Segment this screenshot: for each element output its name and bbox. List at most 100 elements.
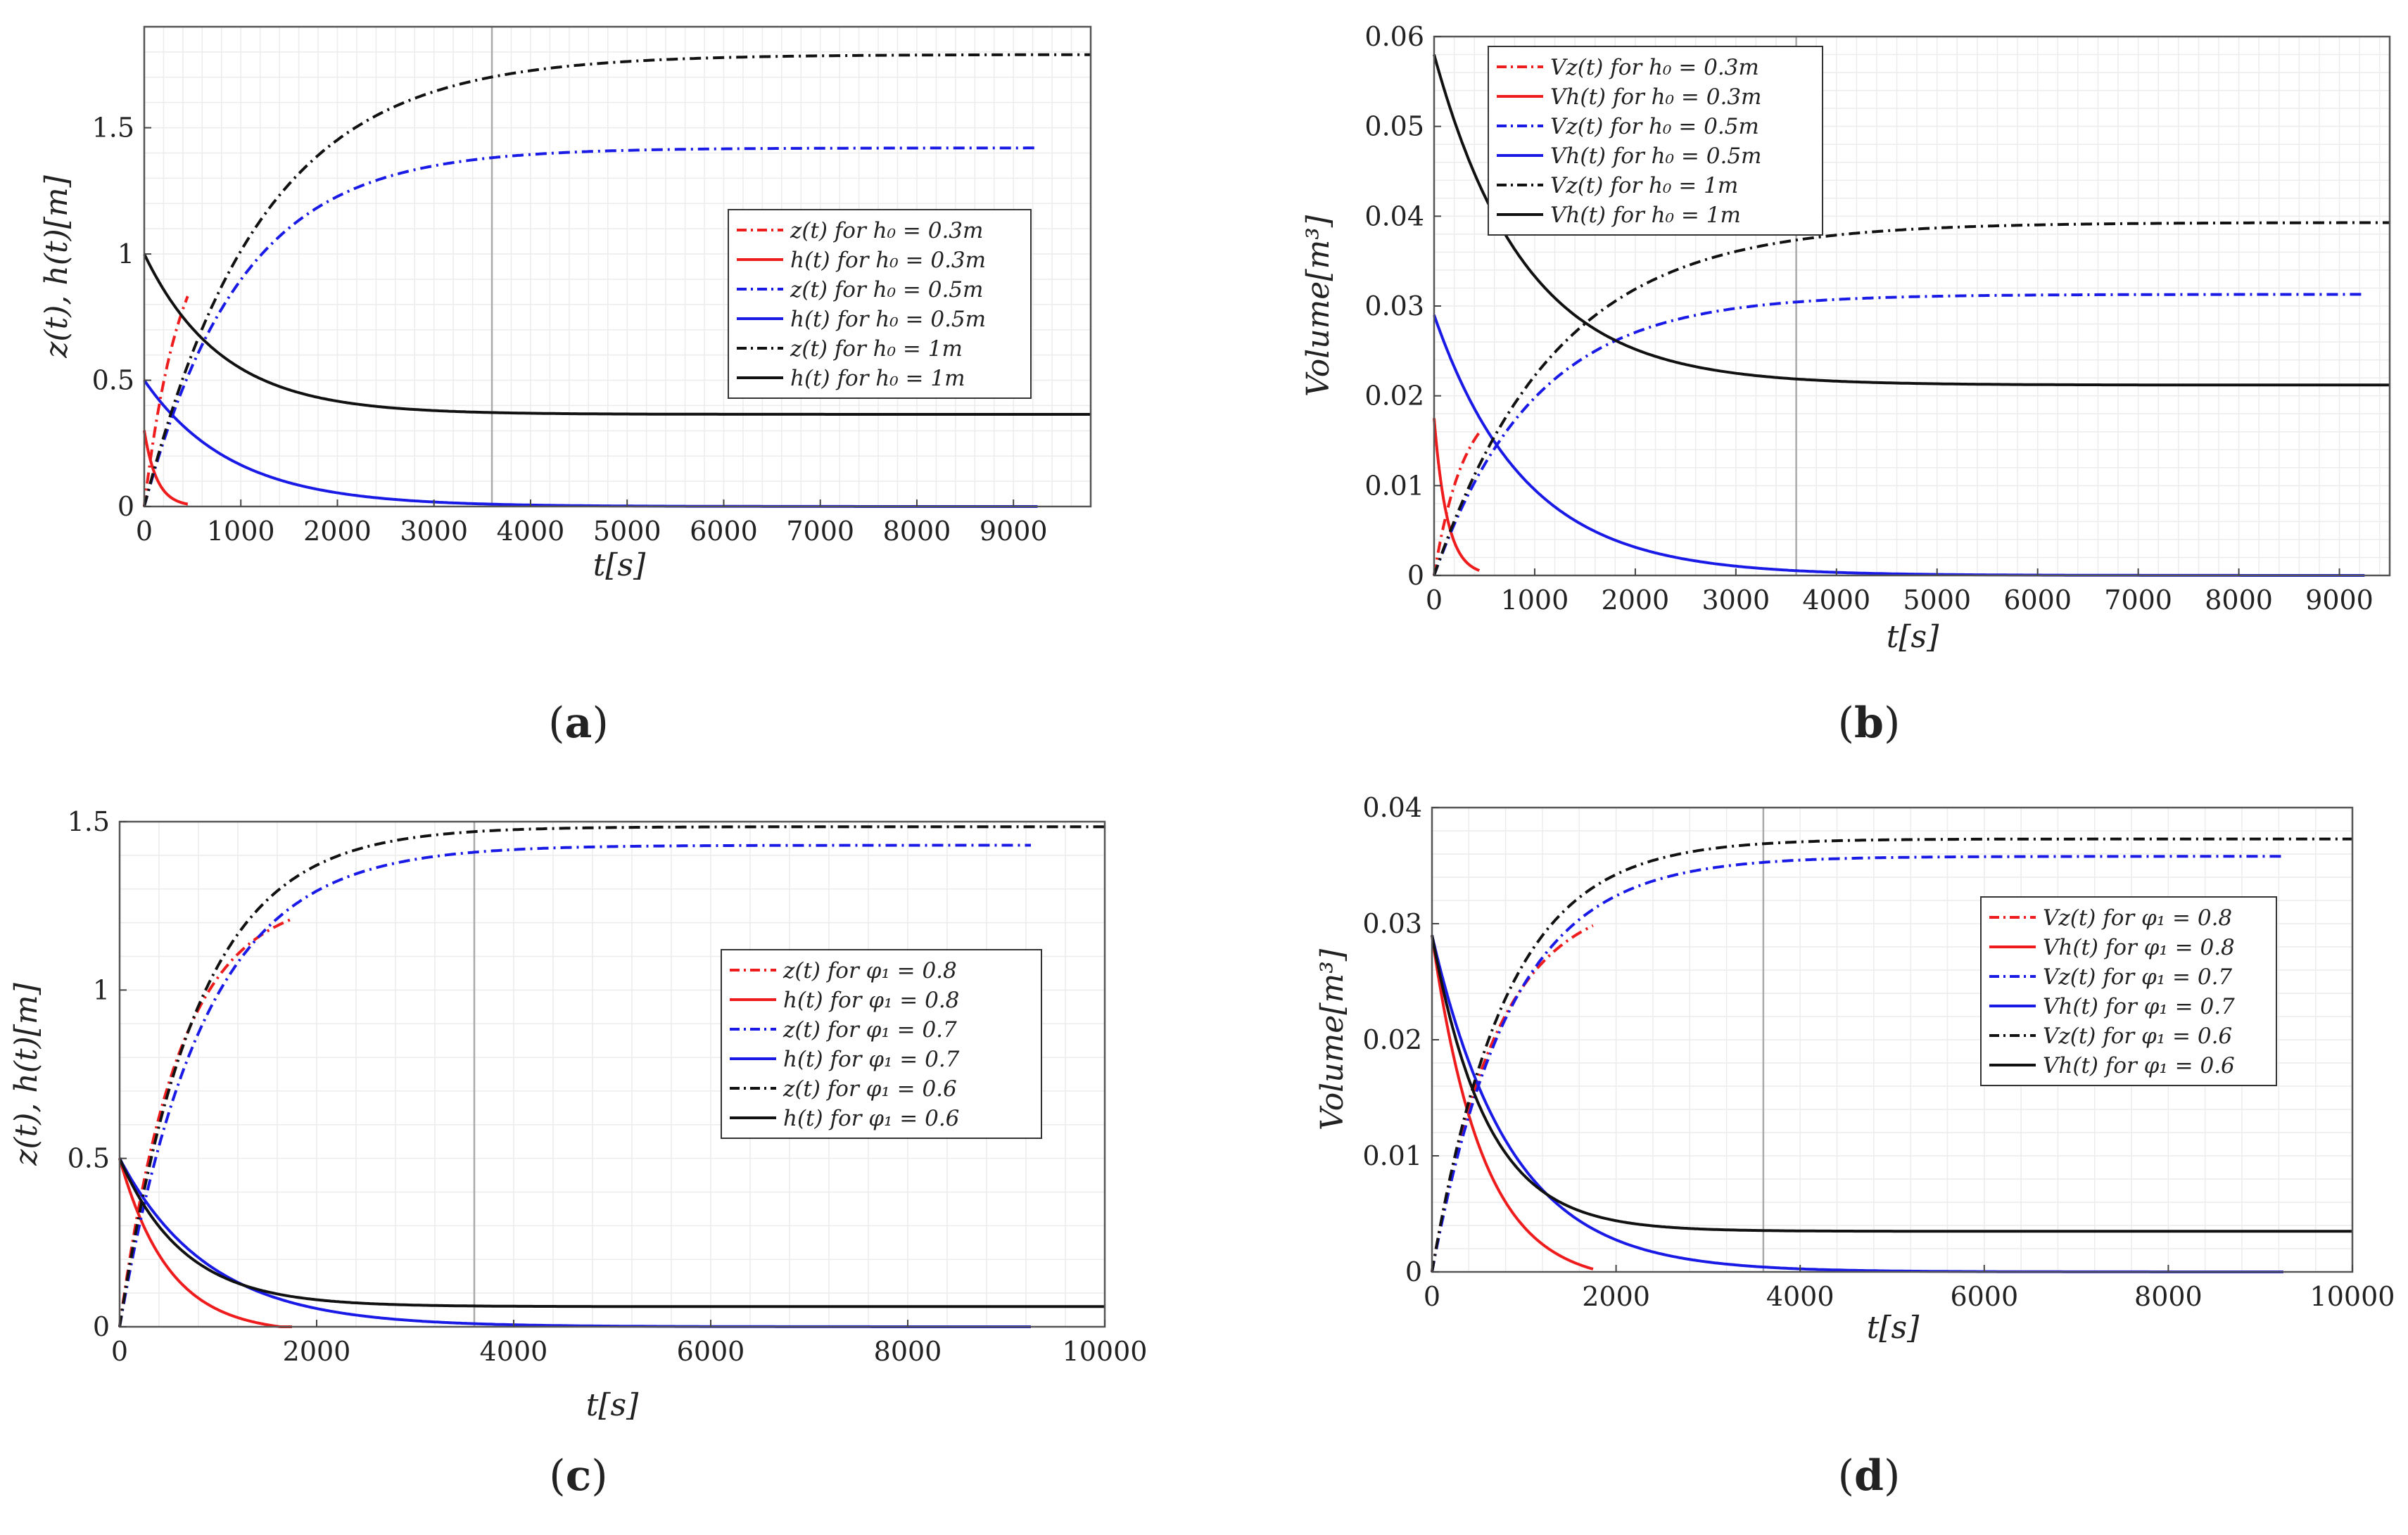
- y-tick-label: 0.03: [1364, 291, 1424, 321]
- x-tick-label: 2000: [283, 1336, 351, 1367]
- series-line-5: [118, 1157, 1105, 1308]
- x-axis-label: t[s]: [1867, 1310, 1920, 1346]
- legend-entry: Vh(t) for h₀ = 0.5m: [1550, 144, 1761, 169]
- x-tick-label: 10000: [2310, 1281, 2395, 1312]
- legend-entry: z(t) for h₀ = 0.5m: [790, 277, 983, 302]
- legend-box: [728, 209, 1032, 399]
- x-tick-label: 8000: [883, 516, 951, 547]
- panel-label-letter: d: [1854, 1451, 1884, 1501]
- y-axis-label: z(t), h(t)[m]: [39, 174, 75, 358]
- x-tick-label: 4000: [480, 1336, 548, 1367]
- y-axis-label: Volume[m³]: [1314, 948, 1350, 1130]
- panel-label: (a): [548, 699, 609, 748]
- panel-label-letter: c: [566, 1451, 592, 1501]
- y-tick-label: 0: [93, 1311, 110, 1342]
- y-tick-label: 0.06: [1364, 21, 1424, 52]
- series-line-0: [143, 295, 189, 507]
- legend-entry: Vh(t) for φ₁ = 0.7: [2043, 994, 2235, 1019]
- legend: Vz(t) for φ₁ = 0.8 Vh(t) for φ₁ = 0.8 Vz(t…: [1980, 896, 2277, 1086]
- legend-entry: z(t) for φ₁ = 0.7: [782, 1017, 957, 1043]
- x-tick-label: 8000: [2134, 1281, 2203, 1312]
- series-line-1: [1431, 935, 1594, 1270]
- y-tick-label: 0.04: [1362, 792, 1422, 823]
- legend-entry: Vh(t) for h₀ = 1m: [1550, 203, 1741, 228]
- y-tick-label: 0.01: [1362, 1140, 1422, 1171]
- legend-entry: Vz(t) for φ₁ = 0.6: [2043, 1024, 2232, 1049]
- y-tick-label: 1: [93, 974, 110, 1005]
- x-tick-label: 5000: [1903, 585, 1971, 616]
- x-tick-label: 9000: [980, 516, 1048, 547]
- y-tick-label: 1: [118, 238, 134, 269]
- panel-label-close: ): [592, 699, 608, 748]
- chart-panel-b: 0 1000 2000 3000 4000 5000 6000 7000 8000 9000 0 0.…: [1300, 21, 2391, 748]
- panel-label-close: ): [1884, 699, 1900, 748]
- series-line-3: [143, 379, 1038, 508]
- series-line-2: [118, 843, 1031, 1327]
- x-axis-label: t[s]: [1887, 619, 1939, 655]
- x-tick-label: 6000: [2003, 585, 2072, 616]
- x-tick-label: 0: [136, 516, 153, 547]
- x-tick-label: 1000: [207, 516, 275, 547]
- y-axis-label: z(t), h(t)[m]: [8, 982, 44, 1166]
- legend-entry: z(t) for φ₁ = 0.8: [782, 958, 957, 983]
- legend-entry: Vh(t) for h₀ = 0.3m: [1550, 84, 1761, 110]
- legend-entry: h(t) for h₀ = 0.3m: [790, 248, 986, 273]
- panel-label-letter: a: [565, 699, 593, 748]
- legend-entry: z(t) for h₀ = 1m: [790, 336, 963, 362]
- legend-entry: Vh(t) for φ₁ = 0.6: [2043, 1053, 2235, 1078]
- series-line-5: [143, 253, 1091, 416]
- legend-entry: Vz(t) for φ₁ = 0.7: [2043, 964, 2232, 990]
- y-tick-label: 0.5: [92, 365, 134, 396]
- legend: z(t) for h₀ = 0.3m h(t) for h₀ = 0.3m z(t)…: [728, 209, 1032, 399]
- legend-entry: z(t) for h₀ = 0.3m: [790, 218, 983, 243]
- series-line-4: [118, 825, 1105, 1327]
- x-tick-label: 8000: [874, 1336, 942, 1367]
- series-line-1: [143, 430, 189, 506]
- x-tick-label: 4000: [1802, 585, 1870, 616]
- legend-entry: h(t) for h₀ = 1m: [790, 366, 965, 391]
- x-tick-label: 1000: [1501, 585, 1569, 616]
- panel-label-open: (: [549, 1451, 565, 1501]
- y-tick-label: 0.01: [1364, 470, 1424, 501]
- x-tick-label: 4000: [1766, 1281, 1834, 1312]
- axes-frame: [143, 25, 1092, 508]
- x-axis-label: t[s]: [593, 547, 646, 583]
- series-line-1: [118, 1157, 292, 1328]
- y-tick-label: 0.02: [1364, 381, 1424, 412]
- chart-panel-a: 0 1000 2000 3000 4000 5000 6000 7000 8000 9000 0 0.…: [39, 25, 1092, 748]
- legend-entry: Vh(t) for φ₁ = 0.8: [2043, 935, 2235, 960]
- panel-label: (d): [1838, 1451, 1901, 1501]
- legend-entry: h(t) for φ₁ = 0.7: [783, 1047, 960, 1072]
- panel-label-open: (: [1838, 1451, 1854, 1501]
- x-tick-label: 8000: [2205, 585, 2273, 616]
- x-tick-label: 2000: [1602, 585, 1670, 616]
- legend-entry: z(t) for φ₁ = 0.6: [782, 1076, 957, 1102]
- series-line-0: [118, 917, 293, 1327]
- x-tick-label: 3000: [1702, 585, 1770, 616]
- x-axis-label: t[s]: [586, 1387, 639, 1423]
- y-tick-label: 0.04: [1364, 200, 1424, 231]
- panel-label-close: ): [1884, 1451, 1900, 1501]
- series-line-3: [118, 1157, 1031, 1328]
- legend-entry: Vz(t) for h₀ = 1m: [1550, 173, 1738, 198]
- panel-label-close: ): [591, 1451, 607, 1501]
- series-line-1: [1433, 418, 1481, 572]
- legend-entry: h(t) for h₀ = 0.5m: [790, 307, 986, 332]
- legend-entry: Vz(t) for h₀ = 0.5m: [1550, 114, 1759, 139]
- x-tick-label: 9000: [2305, 585, 2374, 616]
- panel-label-open: (: [548, 699, 564, 748]
- axes-frame: [118, 820, 1106, 1328]
- x-tick-label: 3000: [400, 516, 468, 547]
- y-tick-label: 0.05: [1364, 111, 1424, 142]
- y-tick-label: 0.03: [1362, 908, 1422, 939]
- series-line-5: [1431, 935, 2352, 1233]
- x-tick-label: 0: [1426, 585, 1443, 616]
- legend: z(t) for φ₁ = 0.8 h(t) for φ₁ = 0.8 z(t) f…: [721, 949, 1042, 1139]
- panel-label-letter: b: [1854, 699, 1884, 748]
- x-tick-label: 2000: [303, 516, 372, 547]
- x-tick-label: 4000: [497, 516, 565, 547]
- chart-panel-d: 0 2000 4000 6000 8000 10000 0 0.01 0.02 0.03 0.04 t…: [1314, 792, 2395, 1501]
- legend-entry: Vz(t) for h₀ = 0.3m: [1550, 55, 1759, 80]
- x-tick-label: 7000: [2104, 585, 2172, 616]
